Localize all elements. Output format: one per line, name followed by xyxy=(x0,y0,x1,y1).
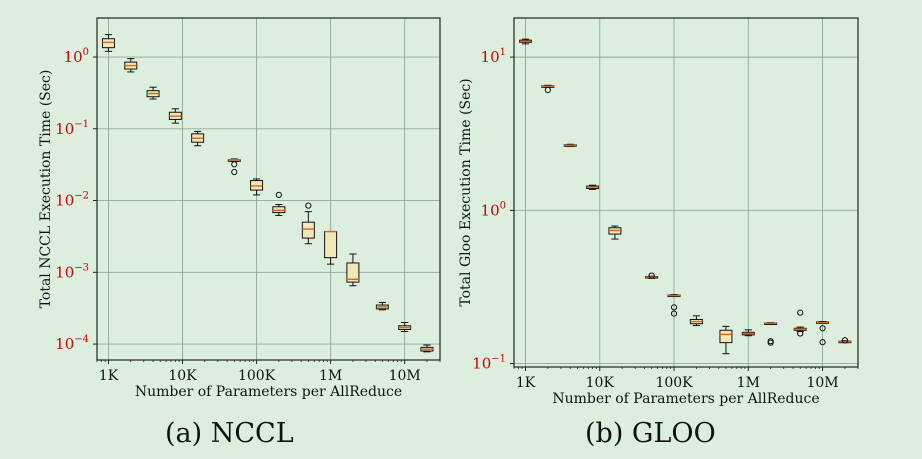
outlier-point xyxy=(841,337,849,344)
x-tick-label: 100K xyxy=(655,375,693,391)
box-group xyxy=(124,58,138,73)
y-tick-label: 100 xyxy=(64,47,89,66)
outlier-point xyxy=(819,339,826,346)
box-group xyxy=(324,230,338,265)
box-group xyxy=(227,158,241,176)
x-tick-label: 1K xyxy=(516,375,536,391)
outlier-point xyxy=(275,191,282,198)
box-group xyxy=(586,184,600,190)
box xyxy=(101,38,115,49)
outlier-point xyxy=(797,309,804,316)
box-group xyxy=(101,34,115,52)
box-group xyxy=(645,272,659,279)
x-tick-label: 10K xyxy=(168,368,197,384)
plot-frame xyxy=(96,17,441,361)
box-group xyxy=(563,143,577,147)
box-group xyxy=(719,325,733,355)
y-tick-label: 101 xyxy=(481,47,506,66)
x-axis-label: Number of Parameters per AllReduce xyxy=(135,384,402,400)
box-group xyxy=(608,225,622,240)
x-tick-label: 100K xyxy=(238,368,276,384)
caption-gloo: (b) GLOO xyxy=(585,418,716,449)
box-group xyxy=(816,321,830,346)
panel-gloo: 1K 10K 100K 1M 10M 10−1 100 101 Number of Parame… xyxy=(458,17,859,407)
plot-area xyxy=(514,18,858,367)
outlier-point xyxy=(231,168,238,176)
box-group xyxy=(250,178,264,196)
y-tick-label: 10−1 xyxy=(472,354,506,373)
outlier-point xyxy=(670,310,678,317)
box-group xyxy=(420,344,434,353)
outlier-point xyxy=(670,304,678,311)
y-tick-label: 10−4 xyxy=(55,334,89,353)
outlier-point xyxy=(797,330,804,337)
box-group xyxy=(741,329,755,337)
y-axis-label: Total NCCL Execution Time (Sec) xyxy=(38,70,54,309)
box-group xyxy=(689,315,703,327)
outlier-point xyxy=(231,161,238,168)
box-group xyxy=(191,130,205,147)
box-group xyxy=(346,253,360,287)
y-tick-label: 10−2 xyxy=(55,191,89,210)
outlier-point xyxy=(544,86,551,94)
y-tick-label: 10−1 xyxy=(55,119,89,138)
x-tick-label: 10M xyxy=(389,368,421,384)
y-axis-label: Total Gloo Execution Time (Sec) xyxy=(458,78,474,306)
x-tick-label: 1M xyxy=(319,368,342,384)
x-tick-label: 1K xyxy=(99,368,119,384)
box-group xyxy=(301,202,315,245)
box-group xyxy=(541,84,555,94)
x-tick-label: 10K xyxy=(586,375,615,391)
y-tick-label: 100 xyxy=(481,200,506,219)
x-tick-label: 1M xyxy=(737,375,760,391)
box-group xyxy=(793,309,807,337)
box-group xyxy=(146,86,160,100)
x-tick-label: 10M xyxy=(806,375,838,391)
caption-nccl: (a) NCCL xyxy=(165,418,294,449)
y-tick-label: 10−3 xyxy=(55,262,89,281)
box-group xyxy=(764,322,778,346)
box-group xyxy=(375,301,389,311)
outlier-point xyxy=(767,339,774,346)
box xyxy=(324,231,338,259)
box-group xyxy=(168,108,182,124)
x-axis-label: Number of Parameters per AllReduce xyxy=(552,391,819,407)
box xyxy=(719,329,733,344)
box-group xyxy=(519,38,533,45)
box-group xyxy=(398,321,412,332)
box-group xyxy=(838,337,852,344)
box-group xyxy=(667,294,681,317)
panel-nccl: 1K 10K 100K 1M 10M 10−4 10−3 10−2 10−1 100 Number … xyxy=(38,17,441,400)
box xyxy=(272,206,286,214)
box-group xyxy=(272,191,286,216)
outlier-point xyxy=(819,325,826,332)
box xyxy=(346,262,360,283)
outlier-point xyxy=(648,272,655,279)
outlier-point xyxy=(305,202,312,209)
box xyxy=(301,221,315,239)
plot-frame xyxy=(513,17,859,368)
